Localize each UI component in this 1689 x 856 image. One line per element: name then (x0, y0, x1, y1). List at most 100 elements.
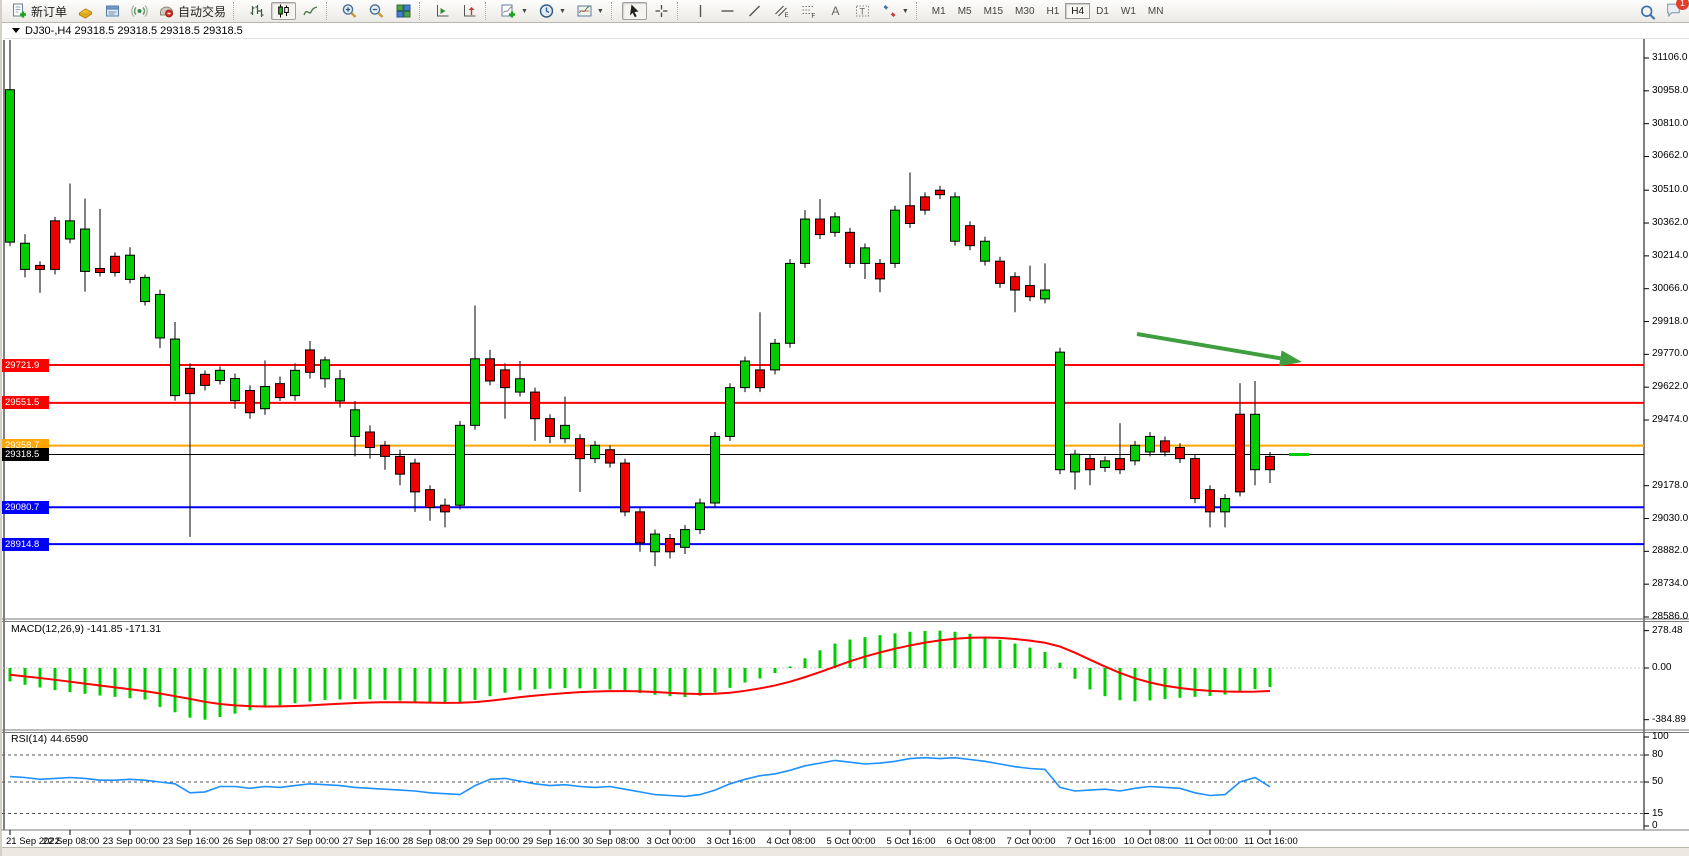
signal-icon (131, 5, 148, 17)
chart-shift-button[interactable] (457, 2, 482, 20)
price-badge-29318.5: 29318.5 (2, 448, 49, 462)
time-tick-label: 3 Oct 16:00 (706, 836, 756, 847)
tile-windows-button[interactable] (391, 2, 416, 20)
zoom-out-icon (369, 4, 384, 18)
price-tick: 31106.0 (1652, 52, 1688, 63)
time-tick-label: 22 Sep 08:00 (42, 836, 100, 847)
price-tick: 29030.0 (1652, 512, 1689, 524)
timeframe-button-m1[interactable]: M1 (931, 6, 946, 17)
time-tick-label: 27 Sep 16:00 (342, 836, 400, 847)
new-order-button[interactable]: 新订单 (7, 2, 71, 20)
macd-tick: 0.00 (1652, 662, 1672, 673)
chevron-down-icon: ▼ (521, 7, 528, 15)
time-tick-label: 7 Oct 00:00 (1006, 836, 1056, 847)
price-badge-29721.9: 29721.9 (2, 358, 49, 372)
periods-button[interactable]: ▼ (534, 2, 570, 20)
indicators-button[interactable]: ▼ (496, 2, 532, 20)
fibonacci-icon: F (802, 6, 815, 19)
time-tick-label: 5 Oct 16:00 (886, 836, 936, 847)
time-tick-label: 10 Oct 08:00 (1123, 836, 1179, 847)
arrows-button[interactable]: ▼ (877, 2, 913, 20)
candlestick-chart-button[interactable] (271, 2, 297, 20)
timeframe-button-h1[interactable]: H1 (1046, 6, 1060, 17)
chart-title-bar[interactable]: DJ30-,H4 29318.5 29318.5 29318.5 29318.5 (4, 23, 1689, 39)
channel-button[interactable]: E (769, 2, 794, 20)
rsi-tick: 50 (1652, 776, 1664, 787)
search-icon[interactable] (1639, 4, 1657, 21)
channel-icon: E (774, 5, 788, 19)
crosshair-button[interactable] (649, 2, 674, 20)
market-watch-button[interactable] (73, 2, 98, 20)
chevron-down-icon: ▼ (558, 7, 566, 15)
time-tick-label: 11 Oct 00:00 (1184, 836, 1238, 847)
timeframe-button-w1[interactable]: W1 (1120, 6, 1136, 17)
time-tick-label: 21 Sep 2022 (6, 836, 60, 847)
timeframe-button-m15[interactable]: M15 (983, 6, 1004, 17)
time-tick-label: 3 Oct 00:00 (646, 836, 696, 847)
price-badge-29080.7: 29080.7 (2, 500, 49, 514)
chart-title: DJ30-,H4 29318.5 29318.5 29318.5 29318.5 (25, 24, 243, 37)
templates-icon (577, 5, 592, 17)
price-tick: 30662.0 (1652, 150, 1689, 162)
svg-text:T: T (859, 7, 865, 17)
toolbar-separator (233, 2, 241, 20)
svg-text:E: E (784, 13, 788, 19)
price-tick: 30214.0 (1652, 249, 1689, 261)
price-badge-28914.8: 28914.8 (2, 537, 49, 551)
zoom-in-button[interactable] (337, 2, 362, 20)
candlestick-chart-icon (278, 4, 289, 18)
crosshair-icon (655, 5, 668, 17)
timeframe-button-d1[interactable]: D1 (1096, 6, 1109, 17)
vertical-line-icon (699, 5, 702, 17)
timeframe-group: M1 M5 M15 M30 H1 H4 D1 W1 MN (926, 3, 1170, 19)
auto-trading-button[interactable]: 自动交易 (154, 2, 230, 20)
label-button[interactable]: T (850, 2, 875, 20)
toolbar-right: 1 (1639, 0, 1689, 23)
signals-button[interactable] (127, 2, 152, 20)
trendline-button[interactable] (742, 2, 767, 20)
toolbar: 新订单 (2, 0, 1689, 23)
timeframe-button-mn[interactable]: MN (1147, 6, 1164, 17)
timeframe-button-m5[interactable]: M5 (957, 6, 972, 17)
toolbar-separator (676, 2, 685, 20)
cursor-button[interactable] (621, 2, 647, 20)
notifications-button[interactable]: 1 (1665, 0, 1689, 23)
time-tick-label: 30 Sep 08:00 (582, 836, 640, 847)
horizontal-line-button[interactable] (715, 2, 740, 20)
data-window-button[interactable] (100, 2, 125, 20)
data-window-icon (106, 5, 120, 17)
macd-tick: -384.89 (1652, 713, 1686, 725)
price-tick: 30066.0 (1652, 282, 1689, 294)
chart-menu-icon[interactable] (12, 28, 20, 33)
text-button[interactable]: A (823, 2, 848, 20)
bar-chart-button[interactable] (244, 2, 269, 20)
chevron-down-icon: ▼ (596, 7, 604, 15)
tile-windows-icon (396, 4, 411, 18)
templates-button[interactable]: ▼ (572, 2, 608, 20)
time-tick-label: 27 Sep 00:00 (282, 836, 340, 847)
periods-icon (539, 4, 554, 18)
vertical-line-button[interactable] (688, 2, 713, 20)
price-tick: 28734.0 (1652, 578, 1689, 590)
auto-scroll-button[interactable] (430, 2, 455, 20)
price-tick: 30810.0 (1652, 117, 1689, 129)
timeframe-button-m30[interactable]: M30 (1015, 6, 1035, 17)
macd-value-2: -171.31 (125, 623, 162, 635)
toolbar-separator (610, 2, 619, 20)
price-tick: 29178.0 (1652, 479, 1689, 491)
line-chart-button[interactable] (298, 2, 323, 20)
auto-trading-icon (160, 6, 174, 18)
new-order-label: 新订单 (31, 4, 68, 19)
zoom-out-button[interactable] (364, 2, 389, 20)
time-tick-label: 28 Sep 08:00 (402, 836, 460, 847)
toolbar-separator (485, 2, 493, 20)
timeframe-button-h4[interactable]: H4 (1065, 3, 1091, 19)
fibonacci-button[interactable]: F (796, 2, 821, 20)
auto-trading-label: 自动交易 (178, 4, 227, 19)
new-order-icon (13, 3, 26, 18)
price-tick: 30362.0 (1652, 217, 1689, 229)
rsi-label: RSI(14) 44.6590 (11, 733, 89, 745)
price-tick: 29770.0 (1652, 348, 1689, 360)
price-tick: 30510.0 (1652, 184, 1689, 196)
